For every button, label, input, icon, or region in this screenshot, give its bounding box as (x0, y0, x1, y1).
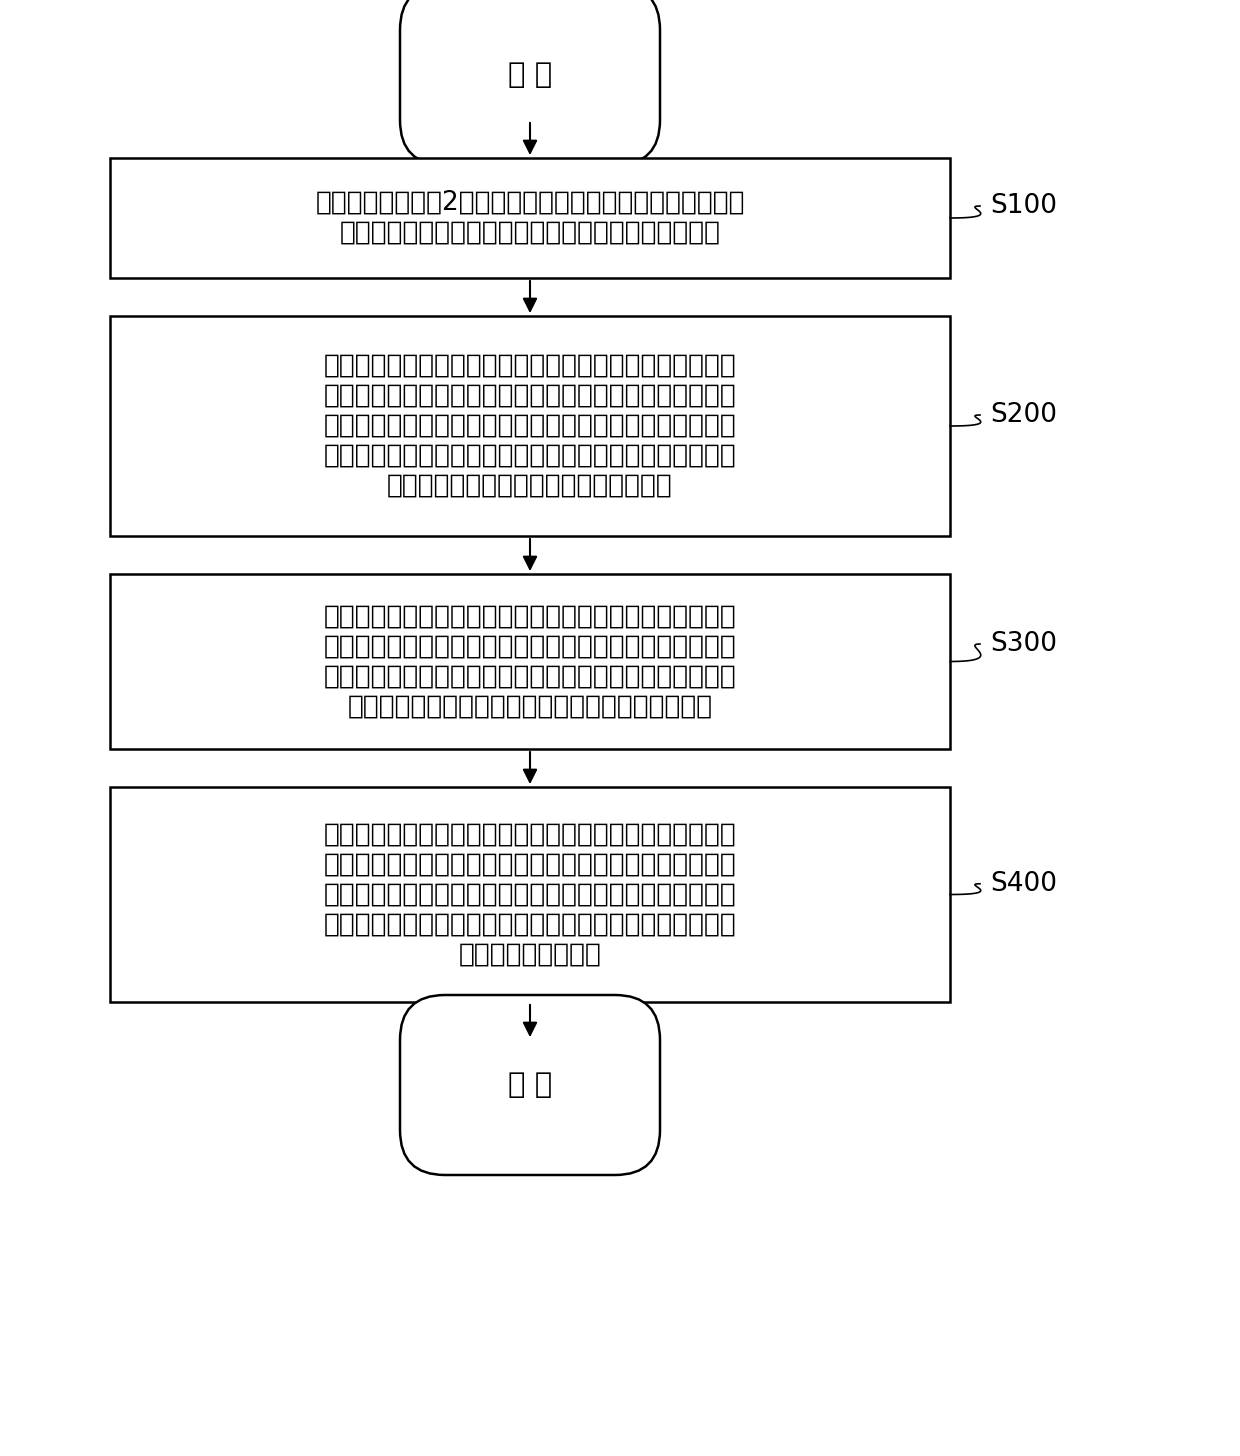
FancyBboxPatch shape (401, 994, 660, 1175)
FancyBboxPatch shape (110, 788, 950, 1002)
FancyBboxPatch shape (110, 316, 950, 536)
FancyBboxPatch shape (110, 159, 950, 278)
FancyBboxPatch shape (110, 574, 950, 748)
Text: 获取输出的倾斜角度预测值，并将数据矩阵中各个点对应的
倾斜角度预测值与预设倾斜角度阈值进行比较，并将超出预
设倾斜角度阈值的所有倾斜角度预测值在数据矩阵中对应点: 获取输出的倾斜角度预测值，并将数据矩阵中各个点对应的 倾斜角度预测值与预设倾斜角… (324, 603, 737, 719)
FancyBboxPatch shape (401, 0, 660, 165)
Text: S200: S200 (990, 402, 1056, 428)
Text: 结 束: 结 束 (508, 1072, 552, 1099)
Text: S400: S400 (990, 871, 1056, 897)
Text: 获取建筑物所处环境在未来一段时间内的风向和风速的预报
值，将建筑物的风向和风速的预报值与易倾斜风向风速数集
中的各点处的风向和风速进行比较，当获取的风向和风速的: 获取建筑物所处环境在未来一段时间内的风向和风速的预报 值，将建筑物的风向和风速的… (324, 821, 737, 967)
Text: 采用矩阵分解法和梯度下降法，对数据矩阵中已知的倾斜角
度测量值进行拟合，得到数据矩阵中各点对应的建筑物的倾
斜角度预测值，并在倾斜角度测量值与所求得的数据矩阵中: 采用矩阵分解法和梯度下降法，对数据矩阵中已知的倾斜角 度测量值进行拟合，得到数据… (324, 352, 737, 499)
Text: 开 始: 开 始 (508, 61, 552, 89)
Text: S300: S300 (990, 630, 1056, 657)
Text: S100: S100 (990, 194, 1056, 218)
Text: 读取建筑物在至少2个不同风向和风速下的倾斜角度测量值，
并将其填入以风向、风速为纵、横坐标轴的数据矩阵中: 读取建筑物在至少2个不同风向和风速下的倾斜角度测量值， 并将其填入以风向、风速为… (315, 189, 745, 246)
